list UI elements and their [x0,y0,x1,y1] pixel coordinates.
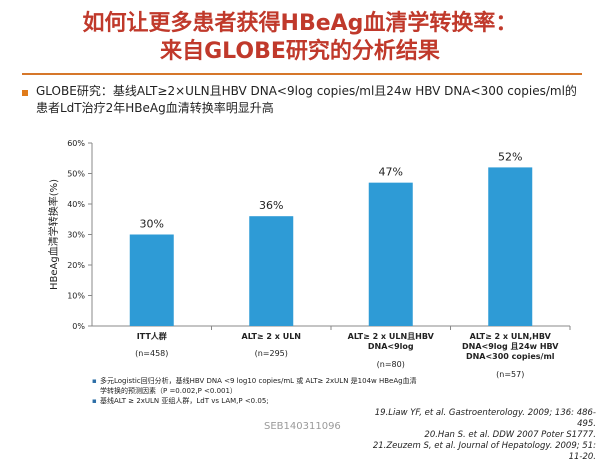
x-category-n: (n=57) [496,370,524,379]
title-line-2: 来自GLOBE研究的分析结果 [160,39,440,64]
x-category-label: DNA<9log [368,342,414,351]
x-category-label: ALT≥ 2 x ULN [242,332,302,341]
slide-title: 如何让更多患者获得HBeAg血清学转换率： 来自GLOBE研究的分析结果 [0,10,600,66]
x-category-n: (n=80) [377,360,405,369]
y-axis-title: HBeAg血清学转换率(%) [47,179,60,290]
footnote-1: 多元Logistic回归分析，基线HBV DNA <9 log10 copies… [92,376,422,396]
y-tick-label: 10% [67,292,85,301]
reference-3: 21.Zeuzem S, et al. Journal of Hepatolog… [372,441,596,462]
x-category-label: DNA<300 copies/ml [466,352,555,361]
x-category-label: ALT≥ 2 x ULN,HBV [470,332,552,341]
y-tick-label: 40% [67,200,85,209]
y-tick-label: 30% [67,231,85,240]
chart-bars [129,167,533,326]
bar [488,167,533,326]
chart-labels: 30% ITT人群 (n=458) 36% ALT≥ 2 x ULN (n=295) 47%… [135,150,559,379]
footnotes: 多元Logistic回归分析，基线HBV DNA <9 log10 copies… [92,376,422,406]
bar [368,182,413,326]
title-line-1: 如何让更多患者获得HBeAg血清学转换率： [82,11,518,36]
references: 19.Liaw YF, et al. Gastroenterology. 200… [368,408,596,463]
bar-value-label: 47% [379,166,403,179]
x-category-label: ALT≥ 2 x ULN且HBV [348,332,435,341]
reference-1: 19.Liaw YF, et al. Gastroenterology. 200… [374,408,596,429]
title-divider [22,73,582,75]
bar-value-label: 30% [140,218,164,231]
watermark: SEB140311096 [264,421,341,432]
y-tick-label: 0% [72,322,85,331]
y-tick-label: 60% [67,139,85,148]
x-category-label: DNA<9log 且24w HBV [462,342,559,351]
intro-text: GLOBE研究：基线ALT≥2×ULN且HBV DNA<9log copies/… [36,84,577,115]
bar-value-label: 52% [498,150,522,163]
bar-value-label: 36% [259,199,283,212]
y-tick-label: 20% [67,261,85,270]
x-category-n: (n=295) [255,349,288,358]
footnote-2: 基线ALT ≥ 2xULN 亚组人群，LdT vs LAM,P <0.05; [92,396,422,406]
bar [129,234,174,326]
bar-chart: 0% 10% 20% 30% 40% 50% 60% HBeAg血清学转换率(%) 30% IT… [47,139,571,379]
x-category-n: (n=458) [135,349,168,358]
y-tick-label: 50% [67,170,85,179]
reference-2: 20.Han S. et al. DDW 2007 Poter S1777. [424,430,596,440]
bar [249,216,294,326]
bullet-square-icon [22,90,28,96]
x-category-label: ITT人群 [137,331,167,341]
